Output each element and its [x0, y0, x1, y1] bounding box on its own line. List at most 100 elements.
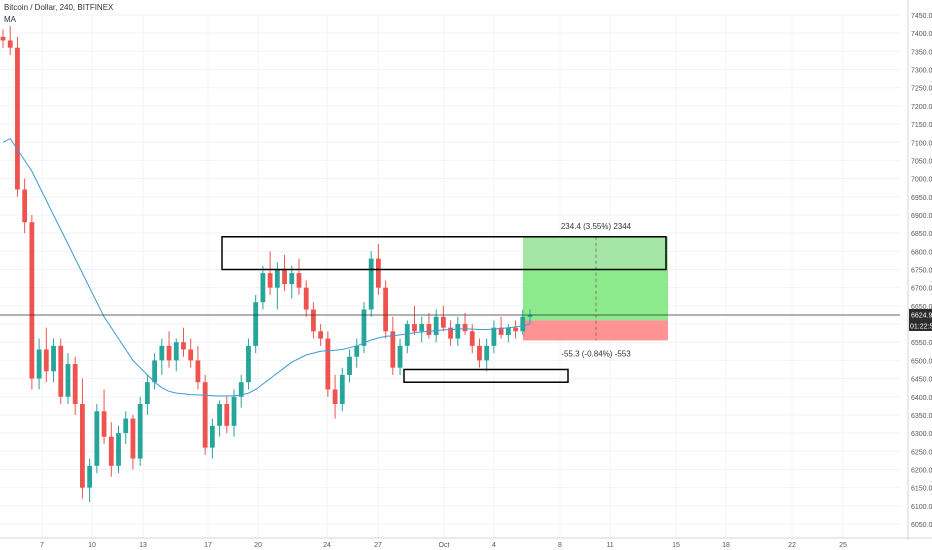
candle-body: [181, 342, 186, 350]
time-tick-label: Oct: [439, 542, 450, 549]
price-tick-label: 7200.0: [911, 104, 932, 111]
time-tick-label: 11: [606, 542, 613, 549]
candle-body: [65, 364, 71, 397]
ma-line: [2, 137, 531, 397]
candle-body: [246, 345, 251, 383]
candle-body: [144, 382, 150, 405]
price-tick-label: 6900.0: [911, 213, 932, 220]
candle-body: [412, 324, 417, 332]
resistance-zone-box: [221, 236, 667, 271]
price-tick-label: 6300.0: [911, 431, 932, 438]
profit-zone-top: [523, 236, 668, 269]
candle-body: [7, 40, 13, 48]
price-axis: 7450.0 7400.0 7350.0 7300.0 7250.0 7200.0 7150…: [907, 0, 932, 540]
candle-body: [58, 345, 64, 397]
time-tick-label: 17: [204, 542, 212, 549]
current-price-tag: [909, 308, 932, 320]
candle-body: [29, 222, 35, 379]
candle-body: [361, 309, 367, 346]
time-tick-label: 15: [672, 542, 680, 549]
symbol-title[interactable]: Bitcoin / Dollar, 240, BITFINEX: [4, 3, 114, 12]
candle-body: [440, 316, 446, 328]
candle-body: [195, 360, 201, 383]
candle-body: [282, 269, 287, 285]
candle-body: [36, 349, 42, 379]
price-tick-label: 6350.0: [911, 413, 932, 420]
support-zone-box: [403, 368, 569, 383]
candle-body: [231, 396, 237, 426]
candle-body: [527, 314, 533, 317]
price-tick-label: 7000.0: [911, 177, 932, 184]
candle-body: [513, 327, 518, 332]
price-tick-label: 6950.0: [911, 195, 932, 202]
price-tick-label: 7050.0: [911, 158, 932, 165]
price-tick-label: 6150.0: [911, 486, 932, 493]
price-tick-label: 6050.0: [911, 522, 932, 529]
time-tick-label: 7: [40, 542, 44, 549]
candle-body: [339, 374, 345, 405]
candle-body: [368, 258, 374, 310]
candle-body: [505, 327, 511, 335]
loss-label: -55.3 (-0.84%) -553: [561, 349, 631, 358]
candle-body: [188, 349, 194, 361]
price-tick-label: 7400.0: [911, 31, 932, 38]
candle-body: [51, 345, 56, 372]
time-tick-label: 25: [839, 542, 847, 549]
time-axis: 7 10 13 17 20 24 27 Oct 4 8 11 15 18 22 25: [0, 537, 932, 549]
price-tick-label: 7350.0: [911, 49, 932, 56]
candle-body: [173, 342, 179, 361]
candle-body: [491, 327, 497, 346]
time-tick-label: 8: [558, 542, 562, 549]
candle-body: [325, 338, 331, 390]
ma-layer: [2, 137, 531, 397]
time-tick-label: 13: [139, 542, 147, 549]
candle-body: [469, 331, 475, 346]
candle-body: [94, 411, 100, 466]
countdown-value: 01:22:58: [910, 323, 932, 330]
candle-body: [116, 433, 121, 466]
candle-body: [137, 404, 143, 459]
price-tick-label: 6750.0: [911, 268, 932, 275]
price-tick-label: 7250.0: [911, 86, 932, 93]
candle-body: [15, 47, 20, 190]
zone-layer: [523, 236, 668, 341]
current-price-value: 6624.9: [911, 312, 932, 319]
candle-body: [80, 404, 85, 488]
price-tick-label: 6850.0: [911, 231, 932, 238]
candle-body: [318, 331, 324, 339]
time-tick-label: 27: [374, 542, 382, 549]
candle-body: [217, 404, 222, 426]
profit-label: 234.4 (3.55%) 2344: [561, 222, 632, 231]
overlay-layer: 234.4 (3.55%) 2344 -55.3 (-0.84%) -553: [0, 222, 900, 383]
candle-body: [477, 345, 482, 361]
countdown-tag: [909, 319, 932, 331]
candle-body: [354, 345, 360, 357]
candle-body: [433, 316, 439, 335]
time-tick-label: 20: [254, 542, 262, 549]
candle-body: [448, 327, 453, 339]
candle-body: [484, 345, 490, 361]
candle-body: [43, 349, 49, 372]
price-tick-label: 7100.0: [911, 140, 932, 147]
indicator-label[interactable]: MA: [4, 15, 16, 24]
candle-body: [22, 189, 28, 223]
candle-body: [224, 404, 230, 426]
candle-body: [332, 389, 338, 405]
candle-body: [123, 418, 129, 434]
price-tick-label: 6250.0: [911, 449, 932, 456]
candle-body: [152, 360, 158, 383]
time-tick-label: 24: [323, 542, 331, 549]
price-tick-label: 6550.0: [911, 340, 932, 347]
candle-body: [108, 436, 114, 466]
candle-body: [375, 258, 381, 288]
candle-body: [311, 309, 316, 332]
time-tick-label: 18: [722, 542, 730, 549]
candle-body: [101, 411, 107, 437]
time-tick-label: 10: [88, 542, 96, 549]
candle-body: [520, 316, 526, 332]
candle-layer: [0, 25, 533, 503]
candle-body: [397, 345, 403, 368]
candle-body: [404, 324, 410, 346]
